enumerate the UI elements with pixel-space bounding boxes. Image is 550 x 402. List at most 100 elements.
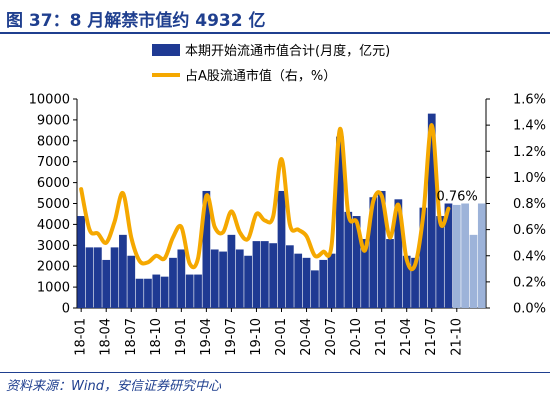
chart: 本期开始流通市值合计(月度，亿元) 占A股流通市值（右，%） 0 1000 2000… <box>29 43 546 356</box>
right-tick-label: 1.6% <box>513 93 546 108</box>
bar <box>219 251 227 308</box>
x-tick-label: 20-07 <box>324 318 339 356</box>
right-tick-label: 0.4% <box>513 249 546 264</box>
forecast-bar <box>469 234 478 308</box>
x-tick-label: 19-04 <box>199 318 214 356</box>
right-tick-label: 0.0% <box>513 302 546 317</box>
legend-bar-swatch <box>152 44 180 56</box>
x-tick-label: 18-04 <box>99 318 114 356</box>
x-tick-label: 20-04 <box>299 318 314 356</box>
bar <box>194 274 202 308</box>
bar <box>202 190 211 308</box>
bar <box>344 211 353 308</box>
left-tick-label: 9000 <box>37 113 70 128</box>
x-tick-label: 19-01 <box>174 318 189 356</box>
bar <box>110 247 119 308</box>
bar <box>436 216 444 308</box>
bar <box>85 247 94 308</box>
bar <box>444 203 453 308</box>
bar <box>336 136 344 308</box>
annotation-label: 0.76% <box>436 190 477 205</box>
bar <box>302 257 311 308</box>
bar <box>210 249 219 308</box>
bar <box>177 249 186 308</box>
bar <box>411 257 419 308</box>
bar <box>127 255 136 308</box>
x-tick-label: 21-01 <box>374 318 389 356</box>
bar <box>327 253 336 308</box>
x-tick-label: 18-01 <box>74 318 89 356</box>
legend: 本期开始流通市值合计(月度，亿元) 占A股流通市值（右，%） <box>152 43 390 84</box>
figure-title: 图 37：8 月解禁市值约 4932 亿 <box>6 11 266 31</box>
x-tick-label: 20-10 <box>349 318 364 356</box>
source-note: 资料来源：Wind，安信证券研究中心 <box>6 379 221 394</box>
bar <box>269 243 278 308</box>
left-tick-label: 5000 <box>37 197 70 212</box>
bar <box>169 257 177 308</box>
bar <box>185 274 194 308</box>
forecast-bar <box>452 204 461 308</box>
x-tick-label: 21-07 <box>424 318 439 356</box>
right-tick-label: 1.4% <box>513 119 546 134</box>
bar <box>377 190 386 308</box>
left-tick-label: 1000 <box>37 281 70 296</box>
bar <box>319 259 328 308</box>
bar <box>235 249 244 308</box>
left-tick-label: 7000 <box>37 155 70 170</box>
bar <box>311 270 319 308</box>
x-tick-label: 19-10 <box>249 318 264 356</box>
bar <box>402 255 411 308</box>
bar <box>160 276 169 308</box>
bar <box>419 207 428 308</box>
bar <box>394 199 403 308</box>
bar <box>102 259 111 308</box>
right-tick-label: 0.6% <box>513 223 546 238</box>
x-tick-label: 18-07 <box>124 318 139 356</box>
x-tick-label: 21-04 <box>399 318 414 356</box>
bar <box>144 278 152 308</box>
right-axis-ticks: 0.0% 0.2% 0.4% 0.6% 0.8% 1.0% 1.2% 1.4% 1.6% <box>486 93 546 317</box>
bar <box>135 278 144 308</box>
title-rule <box>0 32 550 34</box>
bar-series <box>77 113 486 308</box>
bar <box>227 234 236 308</box>
title-row: 图 37：8 月解禁市值约 4932 亿 <box>0 0 550 34</box>
bar <box>93 247 102 308</box>
right-tick-label: 0.2% <box>513 275 546 290</box>
bar <box>285 245 294 308</box>
bar <box>77 216 86 308</box>
x-tick-label: 19-07 <box>224 318 239 356</box>
bar <box>277 190 286 308</box>
left-tick-label: 10000 <box>29 93 70 108</box>
right-tick-label: 1.0% <box>513 171 546 186</box>
bar <box>369 197 378 308</box>
x-tick-label: 21-10 <box>449 318 464 356</box>
legend-line-label: 占A股流通市值（右，%） <box>185 68 336 84</box>
left-tick-label: 6000 <box>37 176 70 191</box>
bar <box>294 253 303 308</box>
forecast-bar <box>477 203 486 308</box>
bar <box>427 113 436 308</box>
x-tick-label: 20-01 <box>274 318 289 356</box>
x-axis-ticks: 18-01 18-04 18-07 18-10 19-01 19-04 19-07 19-10… <box>74 308 464 356</box>
footer-rule <box>0 372 550 373</box>
right-tick-label: 0.8% <box>513 197 546 212</box>
left-tick-label: 0 <box>62 302 70 317</box>
bar <box>361 239 369 308</box>
ratio-line <box>79 123 451 272</box>
bar <box>386 239 394 308</box>
forecast-bar <box>461 203 470 308</box>
left-axis-ticks: 0 1000 2000 3000 4000 5000 6000 7000 8000 9000 100… <box>29 93 77 317</box>
bar <box>119 234 127 308</box>
left-tick-label: 2000 <box>37 260 70 275</box>
bar <box>152 274 161 308</box>
legend-bar-label: 本期开始流通市值合计(月度，亿元) <box>185 43 390 59</box>
left-tick-label: 3000 <box>37 239 70 254</box>
left-tick-label: 8000 <box>37 134 70 149</box>
right-tick-label: 1.2% <box>513 145 546 160</box>
bar <box>252 241 261 308</box>
x-tick-label: 18-10 <box>149 318 164 356</box>
left-tick-label: 4000 <box>37 218 70 233</box>
bar <box>352 216 361 308</box>
bar <box>244 255 252 308</box>
